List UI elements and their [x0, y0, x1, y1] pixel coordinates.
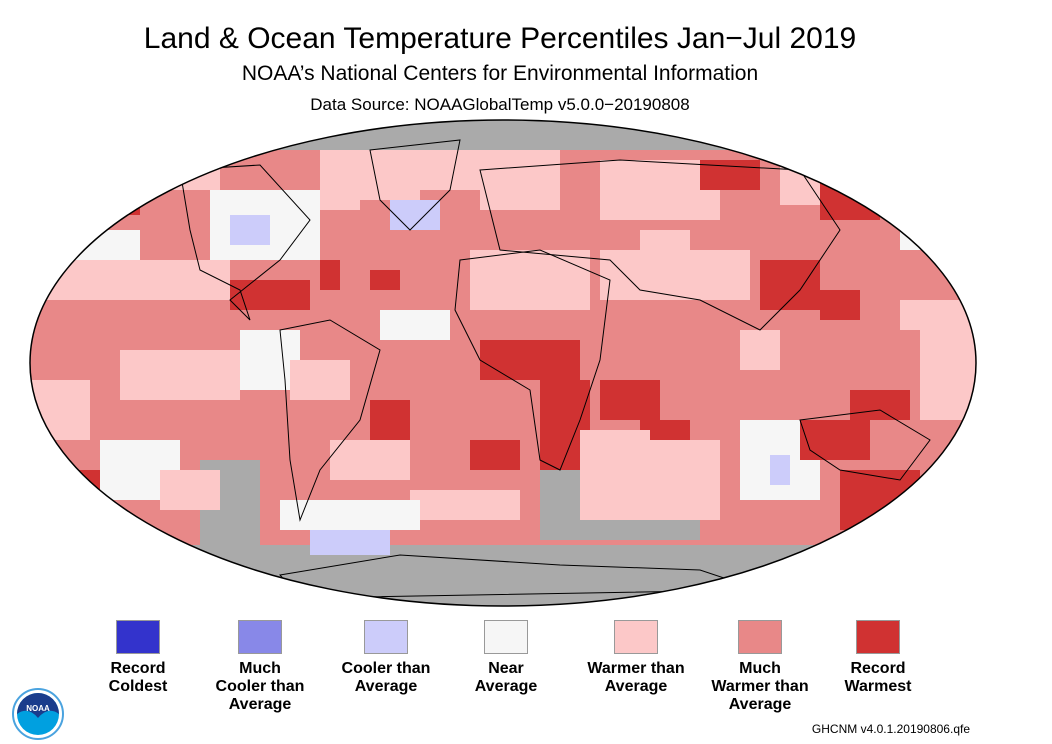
legend-label: Coldest: [108, 678, 168, 695]
data-source: Data Source: NOAAGlobalTemp v5.0.0−20190…: [310, 95, 690, 114]
legend-swatch: [238, 620, 282, 654]
coastline: [279, 319, 381, 522]
legend-label: Average: [474, 678, 538, 695]
arctic-missing: [30, 120, 976, 150]
coastline: [479, 159, 841, 331]
map-cell: [40, 470, 100, 520]
legend-item: Much Warmer than Average: [690, 620, 830, 714]
map-cell: [140, 150, 220, 190]
legend-item: Record Warmest: [808, 620, 948, 696]
map-cell: [650, 440, 720, 520]
map-subtitle: NOAA’s National Centers for Environmenta…: [241, 62, 759, 85]
map-cell: [770, 455, 790, 485]
map-border: [29, 119, 977, 607]
legend-label: Cooler than: [341, 660, 431, 677]
legend-label: Cooler than: [215, 678, 305, 695]
legend-label: Warmer than: [587, 660, 685, 677]
map-cell: [900, 300, 976, 330]
map-cell: [820, 290, 860, 320]
map-cell: [800, 420, 870, 460]
map-cell: [230, 215, 270, 245]
map-cell: [470, 440, 520, 470]
map-cell: [900, 230, 960, 250]
map-cell: [30, 260, 230, 300]
map-cell: [740, 330, 780, 370]
legend-label: Much: [739, 660, 781, 677]
legend-label: Record: [850, 660, 906, 677]
legend-label: Warmer than: [711, 678, 809, 695]
noaa-logo: NOAA: [12, 688, 64, 740]
legend-item: Near Average: [436, 620, 576, 696]
map-cell: [900, 190, 960, 220]
legend-label: Much: [239, 660, 281, 677]
legend-item: Warmer than Average: [566, 620, 706, 696]
legend-item: Cooler than Average: [316, 620, 456, 696]
legend-label: Average: [354, 678, 418, 695]
map-cell: [600, 380, 660, 420]
legend-label: Average: [228, 696, 292, 713]
map-cell: [380, 310, 450, 340]
map-cell: [320, 180, 360, 210]
legend-swatch: [116, 620, 160, 654]
coastline: [799, 409, 931, 481]
coastline: [454, 249, 611, 471]
map-cell: [480, 150, 560, 210]
legend-label: Average: [604, 678, 668, 695]
map-cell: [480, 340, 580, 380]
footer-version: GHCNM v4.0.1.20190806.qfe: [811, 722, 970, 736]
legend-swatch: [484, 620, 528, 654]
legend-item: Record Coldest: [68, 620, 208, 696]
map-cell: [850, 390, 910, 420]
map-title: Land & Ocean Temperature Percentiles Jan…: [143, 22, 857, 55]
map-cell: [920, 330, 976, 420]
legend-label: Average: [728, 696, 792, 713]
map-cell: [840, 470, 920, 530]
map-cell: [640, 420, 690, 440]
map-cell: [230, 280, 310, 310]
map-cell: [760, 260, 820, 310]
map-cell: [330, 440, 410, 480]
map-cell: [280, 500, 420, 530]
map-cell: [370, 400, 410, 440]
map-cell: [320, 260, 340, 290]
coastline: [179, 164, 311, 321]
legend-swatch: [856, 620, 900, 654]
map-cell: [640, 230, 690, 250]
map-cell: [580, 430, 650, 520]
world-percentile-map: [29, 119, 977, 607]
antarctic-missing: [30, 545, 976, 606]
map-cell: [160, 470, 220, 510]
map-cell: [420, 150, 480, 190]
legend-label: Warmest: [844, 678, 912, 695]
map-cell: [600, 250, 750, 300]
coastline: [369, 139, 461, 231]
map-cell: [120, 350, 240, 400]
legend-item: Much Cooler than Average: [190, 620, 330, 714]
legend-swatch: [738, 620, 782, 654]
map-cell: [410, 490, 520, 520]
map-cell: [370, 270, 400, 290]
legend-label: Near: [488, 660, 524, 677]
map-cell: [290, 360, 350, 400]
legend-swatch: [614, 620, 658, 654]
map-cell: [80, 185, 140, 215]
map-cell: [470, 250, 590, 310]
legend-swatch: [364, 620, 408, 654]
svg-text:NOAA: NOAA: [26, 704, 50, 713]
legend-label: Record: [110, 660, 166, 677]
map-cell: [310, 530, 390, 555]
